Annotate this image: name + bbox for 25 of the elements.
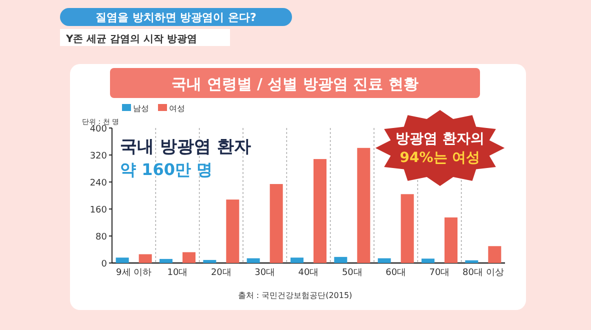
xtick: 9세 이하 [116,268,152,278]
annotation: 방광염 환자의 [396,131,484,147]
ytick: 400 [90,124,107,134]
caption: 질염을 방치하면 방광염이 온다? [96,11,256,24]
xtick: 40대 [298,268,319,278]
caption: Y존 세균 감염의 시작 방광염 [66,34,198,45]
xtick: 20대 [210,268,232,278]
ytick: 320 [90,152,107,162]
ytick: 240 [90,178,107,188]
ytick: 160 [90,206,107,216]
xtick: 80대 이상 [462,268,504,278]
annotation: 약 160만 명 [120,160,213,179]
ytick: 80 [96,232,107,242]
xtick: 50대 [342,268,362,278]
title: 국내 연령별 / 성별 방광염 진료 현황 [172,75,418,93]
xtick: 10대 [167,268,188,278]
legend: 남성 [133,104,149,113]
annotation: 94%는 여성 [400,150,480,166]
ytick: 0 [101,260,107,270]
xtick: 70대 [429,268,450,278]
annotation: 출처 : 국민건강보험공단(2015) [238,291,352,300]
legend: 여성 [169,104,185,113]
annotation: 국내 방광염 환자 [120,137,251,157]
xtick: 60대 [386,268,406,278]
xtick: 30대 [254,268,276,278]
